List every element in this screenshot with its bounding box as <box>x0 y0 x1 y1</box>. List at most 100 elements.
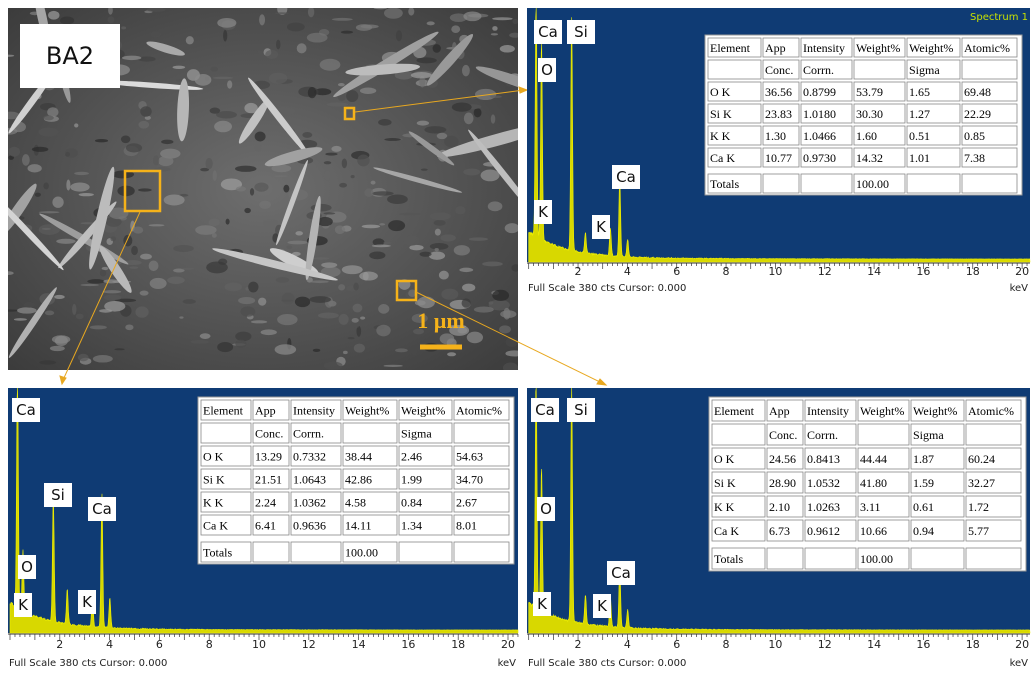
grain <box>505 336 518 347</box>
grain <box>499 44 515 53</box>
table-cell-text: 21.51 <box>255 473 282 487</box>
table-cell <box>762 125 800 146</box>
table-cell-text: 44.44 <box>860 452 887 466</box>
axis-tick-label: 16 <box>916 265 930 278</box>
grain <box>212 170 217 182</box>
spectrum-trace <box>9 387 519 634</box>
grain <box>273 175 289 178</box>
table-cell-text: Intensity <box>293 404 335 418</box>
table-cell <box>200 468 252 490</box>
grain <box>313 257 330 260</box>
axis-tick-label: 10 <box>768 265 782 278</box>
grain <box>49 345 65 352</box>
crystal <box>264 147 323 167</box>
table-cell-text: 34.70 <box>456 473 483 487</box>
grain <box>190 339 209 344</box>
axis-tick-label: 14 <box>867 638 881 651</box>
table-cell-text: Atomic% <box>968 404 1014 418</box>
table-cell <box>906 103 961 124</box>
table-cell <box>857 447 910 470</box>
grain <box>8 271 14 276</box>
table-cell-text: 1.30 <box>765 129 786 143</box>
crystal <box>97 80 204 90</box>
axis-tick-label: 4 <box>106 638 113 651</box>
axis-tick-label: 6 <box>156 638 163 651</box>
table-cell <box>290 491 342 513</box>
table-cell <box>766 519 804 542</box>
grain <box>268 72 288 84</box>
table-cell-text: 1.0532 <box>807 476 840 490</box>
table-cell <box>342 491 398 513</box>
grain <box>334 225 346 234</box>
grain <box>43 115 54 121</box>
grain <box>200 167 210 172</box>
grain <box>206 261 228 274</box>
grain <box>360 316 366 320</box>
table-cell <box>965 423 1022 446</box>
table-cell <box>965 399 1022 422</box>
table-cell <box>252 491 290 513</box>
grain <box>359 87 377 94</box>
grain <box>254 131 266 142</box>
grain <box>325 152 338 156</box>
table-cell-text: 0.9730 <box>803 151 836 165</box>
grain <box>384 138 401 141</box>
table-cell-text: Sigma <box>909 63 940 77</box>
grain <box>38 127 59 137</box>
grain <box>8 54 15 57</box>
grain <box>492 26 498 31</box>
table-cell-text: Totals <box>203 546 232 560</box>
grain <box>8 146 21 157</box>
grain <box>416 120 430 126</box>
table-cell <box>961 147 1018 168</box>
table-cell <box>804 471 857 494</box>
table-cell <box>906 59 961 80</box>
table-cell-text: Intensity <box>803 41 845 55</box>
table-cell-text: 36.56 <box>765 85 792 99</box>
table-cell-text: O K <box>203 450 224 464</box>
grain <box>434 228 441 236</box>
table-cell-text: 1.60 <box>856 129 877 143</box>
grain <box>194 73 212 86</box>
table-cell <box>762 103 800 124</box>
grain <box>138 120 150 129</box>
peak-label: K <box>18 596 29 614</box>
table-cell <box>910 471 965 494</box>
grain <box>490 114 496 124</box>
grain <box>174 309 185 313</box>
grain <box>410 72 433 79</box>
table-cell <box>342 399 398 421</box>
table-cell-text: 24.56 <box>769 452 796 466</box>
grain <box>173 244 194 253</box>
table-cell-text: Corrn. <box>803 63 834 77</box>
peak-label: K <box>538 203 549 221</box>
table-cell-text: 1.0263 <box>807 500 840 514</box>
table-cell <box>290 399 342 421</box>
spectrum-footer: Full Scale 380 cts Cursor: 0.000 <box>528 283 686 294</box>
table-cell <box>398 541 453 563</box>
grain <box>105 216 122 227</box>
table-cell <box>853 173 906 194</box>
grain <box>462 283 476 292</box>
grain <box>21 154 30 166</box>
axis-tick-label: 2 <box>575 638 582 651</box>
table-cell-text: Element <box>203 404 244 418</box>
grain <box>419 75 426 88</box>
peak-label-box <box>592 215 610 239</box>
grain <box>370 180 376 185</box>
grain <box>47 107 59 117</box>
table-cell <box>800 81 853 102</box>
grain <box>108 207 129 220</box>
grain <box>512 19 518 25</box>
table-cell-text: 0.85 <box>964 129 985 143</box>
table-cell <box>711 519 766 542</box>
grain <box>60 16 75 25</box>
axis-unit: keV <box>498 658 517 669</box>
table-cell <box>857 423 910 446</box>
grain <box>444 135 459 148</box>
grain <box>310 280 329 284</box>
grain <box>473 108 482 118</box>
grain <box>80 222 96 225</box>
peak-label-box <box>612 165 640 189</box>
grain <box>271 164 292 173</box>
